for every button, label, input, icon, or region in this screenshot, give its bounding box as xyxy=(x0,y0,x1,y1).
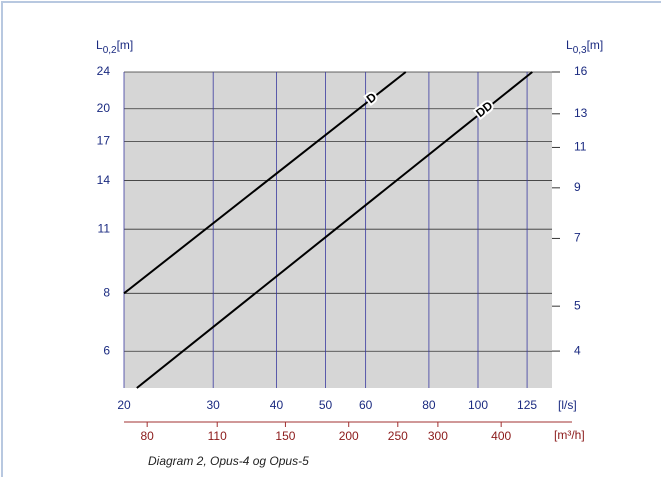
x2-tick-label: 400 xyxy=(491,429,511,443)
y2-tick-label: 5 xyxy=(574,298,581,312)
plot-area xyxy=(124,72,552,388)
x-tick-label: 30 xyxy=(207,398,221,412)
series-line xyxy=(123,71,407,295)
y2-tick-label: 11 xyxy=(574,140,587,154)
y2-tick-label: 4 xyxy=(574,343,581,357)
x2-tick-label: 80 xyxy=(140,429,154,443)
x2-tick-label: 200 xyxy=(339,429,359,443)
y-axis-title: L0,2[m] xyxy=(96,38,133,55)
series-line xyxy=(136,71,533,389)
y2-tick-label: 7 xyxy=(574,231,581,245)
y2-axis-title: L0,3[m] xyxy=(566,38,603,55)
x2-tick-label: 150 xyxy=(275,429,295,443)
y-tick-label: 17 xyxy=(97,134,111,148)
y-tick-label: 8 xyxy=(103,285,110,299)
x2-tick-label: 250 xyxy=(388,429,408,443)
y2-tick-label: 9 xyxy=(574,180,581,194)
x2-axis-title: [m³/h] xyxy=(554,428,585,442)
y2-tick-label: 13 xyxy=(574,106,588,120)
y-tick-label: 11 xyxy=(98,221,111,235)
caption: Diagram 2, Opus-4 og Opus-5 xyxy=(148,454,309,468)
x-tick-label: 125 xyxy=(517,398,537,412)
x-tick-label: 40 xyxy=(270,398,284,412)
x-tick-label: 100 xyxy=(468,398,488,412)
y-tick-label: 14 xyxy=(97,173,111,187)
y-tick-label: 24 xyxy=(97,64,111,78)
x-tick-label: 50 xyxy=(319,398,333,412)
x2-tick-label: 300 xyxy=(428,429,448,443)
y-tick-label: 6 xyxy=(103,343,110,357)
x-tick-label: 80 xyxy=(422,398,436,412)
x-tick-label: 60 xyxy=(359,398,373,412)
x-axis-title: [l/s] xyxy=(558,398,577,412)
y2-tick-label: 16 xyxy=(574,64,588,78)
y-tick-label: 20 xyxy=(97,101,111,115)
x-tick-label: 20 xyxy=(117,398,131,412)
x2-tick-label: 110 xyxy=(208,429,227,443)
